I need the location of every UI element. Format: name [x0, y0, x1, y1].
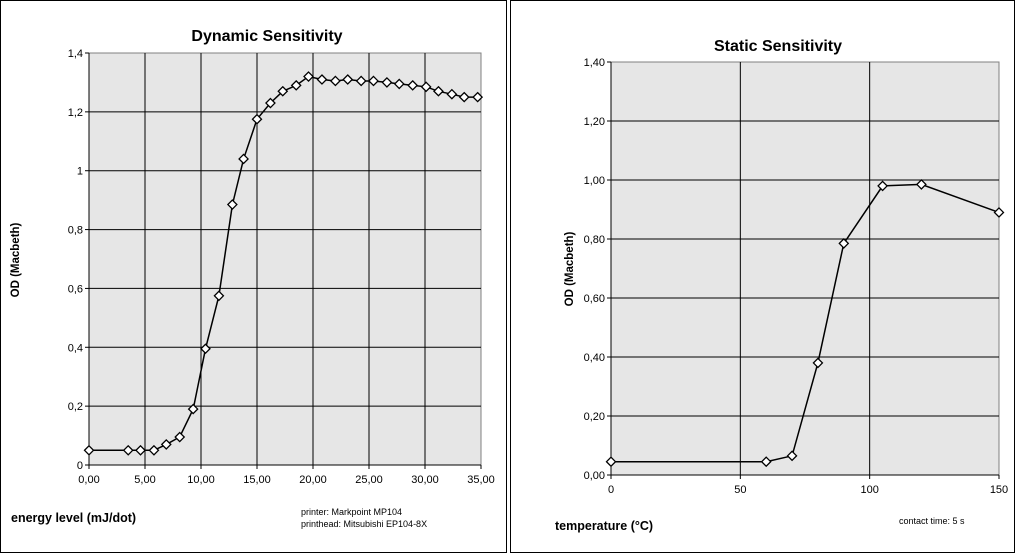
y-tick-label: 1,2	[68, 107, 83, 119]
data-point	[381, 77, 393, 88]
data-point	[213, 290, 225, 302]
plot-area	[610, 61, 1000, 476]
x-tick-label: 150	[990, 484, 1008, 496]
y-tick-label: 1,40	[584, 57, 605, 69]
data-point	[290, 79, 302, 91]
y-tick-label: 0,20	[584, 411, 605, 423]
y-tick-label: 0,60	[584, 293, 605, 305]
x-tick-label: 100	[860, 484, 878, 496]
data-point	[238, 153, 249, 165]
data-point	[342, 74, 354, 85]
x-axis-label: energy level (mJ/dot)	[11, 511, 136, 525]
data-point	[838, 238, 850, 249]
data-point	[760, 456, 772, 468]
data-point	[786, 450, 798, 462]
data-point	[200, 343, 211, 355]
static-sensitivity-panel: Static Sensitivity OD (Macbeth) temperat…	[510, 0, 1015, 553]
data-point	[472, 91, 484, 103]
y-tick-label: 1,00	[584, 175, 605, 187]
x-tick-label: 20,00	[299, 474, 327, 486]
x-tick-label: 0	[608, 484, 614, 496]
plot-area	[88, 52, 482, 466]
data-point	[329, 75, 341, 87]
data-point	[812, 357, 824, 369]
data-point	[226, 199, 238, 210]
data-point	[303, 71, 314, 82]
y-tick-label: 0,2	[68, 401, 83, 413]
x-tick-label: 15,00	[243, 474, 271, 486]
data-point	[265, 97, 276, 109]
contact-time-note: contact time: 5 s	[899, 516, 965, 526]
data-point	[135, 444, 146, 456]
x-tick-label: 10,00	[187, 474, 215, 486]
y-axis-label: OD (Macbeth)	[10, 222, 22, 297]
data-point	[368, 75, 379, 87]
data-point	[160, 438, 172, 450]
data-point	[355, 75, 367, 87]
data-point	[605, 456, 617, 468]
x-tick-label: 50	[734, 484, 746, 496]
data-point	[174, 431, 186, 443]
y-tick-label: 0,8	[68, 225, 83, 237]
data-point	[915, 179, 927, 190]
data-point	[993, 207, 1005, 218]
data-point	[407, 79, 419, 91]
y-tick-label: 0,40	[584, 352, 605, 364]
chart-title: Static Sensitivity	[714, 38, 842, 55]
x-tick-label: 35,00	[467, 474, 495, 486]
data-point	[277, 85, 289, 97]
data-point	[420, 81, 432, 93]
data-point	[187, 403, 199, 415]
data-point	[83, 444, 95, 456]
y-tick-label: 0,00	[584, 470, 605, 482]
static-sensitivity-chart: Static Sensitivity OD (Macbeth) temperat…	[555, 38, 1008, 533]
y-tick-label: 1,20	[584, 116, 605, 128]
data-point	[393, 78, 405, 90]
y-tick-label: 0,4	[68, 342, 83, 354]
y-tick-label: 0,6	[68, 283, 83, 295]
data-point	[251, 113, 263, 125]
dynamic-sensitivity-chart: Dynamic Sensitivity OD (Macbeth) energy …	[10, 28, 495, 529]
data-point	[446, 88, 458, 100]
dynamic-sensitivity-panel: Dynamic Sensitivity OD (Macbeth) energy …	[0, 0, 507, 553]
printhead-note: printhead: Mitsubishi EP104-8X	[301, 519, 427, 529]
y-tick-label: 1	[77, 166, 83, 178]
data-point	[316, 74, 328, 85]
y-tick-label: 0,80	[584, 234, 605, 246]
y-tick-label: 1,4	[68, 48, 83, 60]
data-point	[877, 180, 889, 192]
y-tick-label: 0	[77, 460, 83, 472]
data-point	[433, 85, 444, 97]
x-axis-label: temperature (°C)	[555, 519, 653, 533]
x-tick-label: 25,00	[355, 474, 383, 486]
data-point	[122, 444, 134, 456]
x-tick-label: 0,00	[78, 474, 99, 486]
data-point	[458, 91, 470, 103]
x-tick-label: 30,00	[411, 474, 439, 486]
x-tick-label: 5,00	[134, 474, 155, 486]
chart-title: Dynamic Sensitivity	[191, 28, 342, 45]
data-point	[148, 444, 160, 456]
y-axis-label: OD (Macbeth)	[564, 231, 576, 306]
printer-note: printer: Markpoint MP104	[301, 507, 402, 517]
